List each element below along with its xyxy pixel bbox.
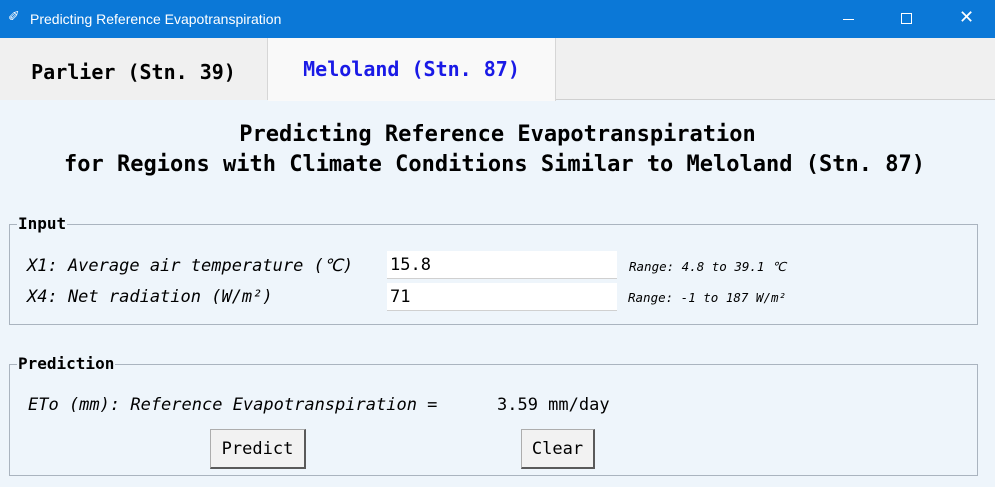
minimize-icon — [843, 19, 854, 20]
x4-range-hint: Range: -1 to 187 W/m² — [628, 290, 787, 305]
result-value: 3.59 mm/day — [497, 395, 610, 415]
minimize-button[interactable] — [820, 0, 878, 38]
predict-button[interactable]: Predict — [210, 429, 306, 469]
page-subtitle: for Regions with Climate Conditions Simi… — [64, 152, 925, 177]
prediction-legend: Prediction — [17, 354, 116, 373]
close-icon: ✕ — [959, 7, 975, 28]
input-legend: Input — [17, 214, 68, 233]
tab-meloland[interactable]: Meloland (Stn. 87) — [268, 38, 556, 101]
maximize-icon — [901, 13, 912, 24]
close-button[interactable]: ✕ — [937, 0, 995, 38]
tab-parlier[interactable]: Parlier (Stn. 39) — [0, 38, 268, 100]
x1-label: X1: Average air temperature (℃) — [27, 256, 354, 276]
maximize-button[interactable] — [878, 0, 936, 38]
title-bar: ✐ Predicting Reference Evapotranspiratio… — [0, 0, 995, 38]
tab-bar: Parlier (Stn. 39) Meloland (Stn. 87) — [0, 38, 995, 101]
net-radiation-input[interactable] — [387, 283, 617, 311]
result-label: ETo (mm): Reference Evapotranspiration = — [28, 395, 438, 415]
feather-icon: ✐ — [8, 9, 20, 25]
clear-button[interactable]: Clear — [521, 429, 595, 469]
prediction-group: Prediction ETo (mm): Reference Evapotran… — [9, 354, 978, 476]
window-title: Predicting Reference Evapotranspiration — [30, 11, 282, 27]
x1-range-hint: Range: 4.8 to 39.1 ℃ — [629, 259, 787, 274]
x4-label: X4: Net radiation (W/m²) — [27, 287, 273, 307]
air-temperature-input[interactable] — [387, 251, 617, 279]
input-group: Input X1: Average air temperature (℃) Ra… — [9, 214, 978, 325]
page-title: Predicting Reference Evapotranspiration — [239, 122, 756, 147]
